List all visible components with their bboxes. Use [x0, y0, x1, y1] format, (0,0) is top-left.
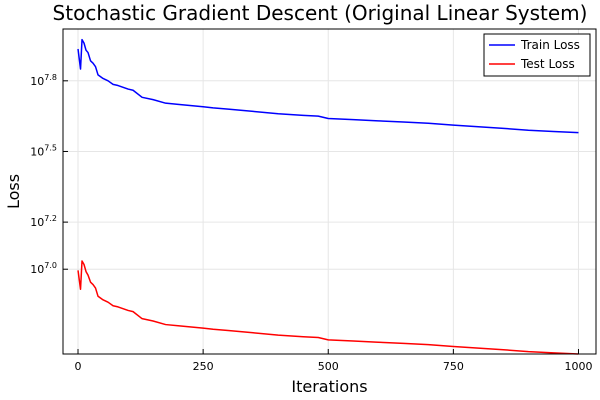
- y-ticks: 107.8 107.5 107.2 107.0: [30, 73, 68, 276]
- y-tick-label: 107.2: [30, 214, 57, 229]
- y-axis-label: Loss: [4, 174, 23, 209]
- x-tick-label: 250: [193, 360, 214, 373]
- legend-label: Test Loss: [520, 57, 575, 71]
- plot-lines: [77, 38, 579, 355]
- plot-frame: [62, 28, 597, 355]
- x-tick-label: 1000: [564, 360, 592, 373]
- y-tick-label: 107.5: [30, 143, 57, 158]
- series-line-test-loss: [77, 260, 579, 355]
- y-tick-label: 107.8: [30, 73, 57, 88]
- x-axis-label: Iterations: [291, 377, 367, 396]
- x-tick-label: 750: [443, 360, 464, 373]
- series-line-train-loss: [77, 38, 579, 134]
- y-tick-label: 107.0: [30, 261, 57, 276]
- grid: [63, 29, 596, 354]
- legend: Train Loss Test Loss: [483, 33, 591, 77]
- legend-box: [483, 33, 591, 77]
- chart-title: Stochastic Gradient Descent (Original Li…: [53, 1, 588, 25]
- x-tick-label: 0: [75, 360, 82, 373]
- x-tick-label: 500: [318, 360, 339, 373]
- x-ticks: 0 250 500 750 1000: [75, 349, 592, 373]
- legend-label: Train Loss: [520, 38, 580, 52]
